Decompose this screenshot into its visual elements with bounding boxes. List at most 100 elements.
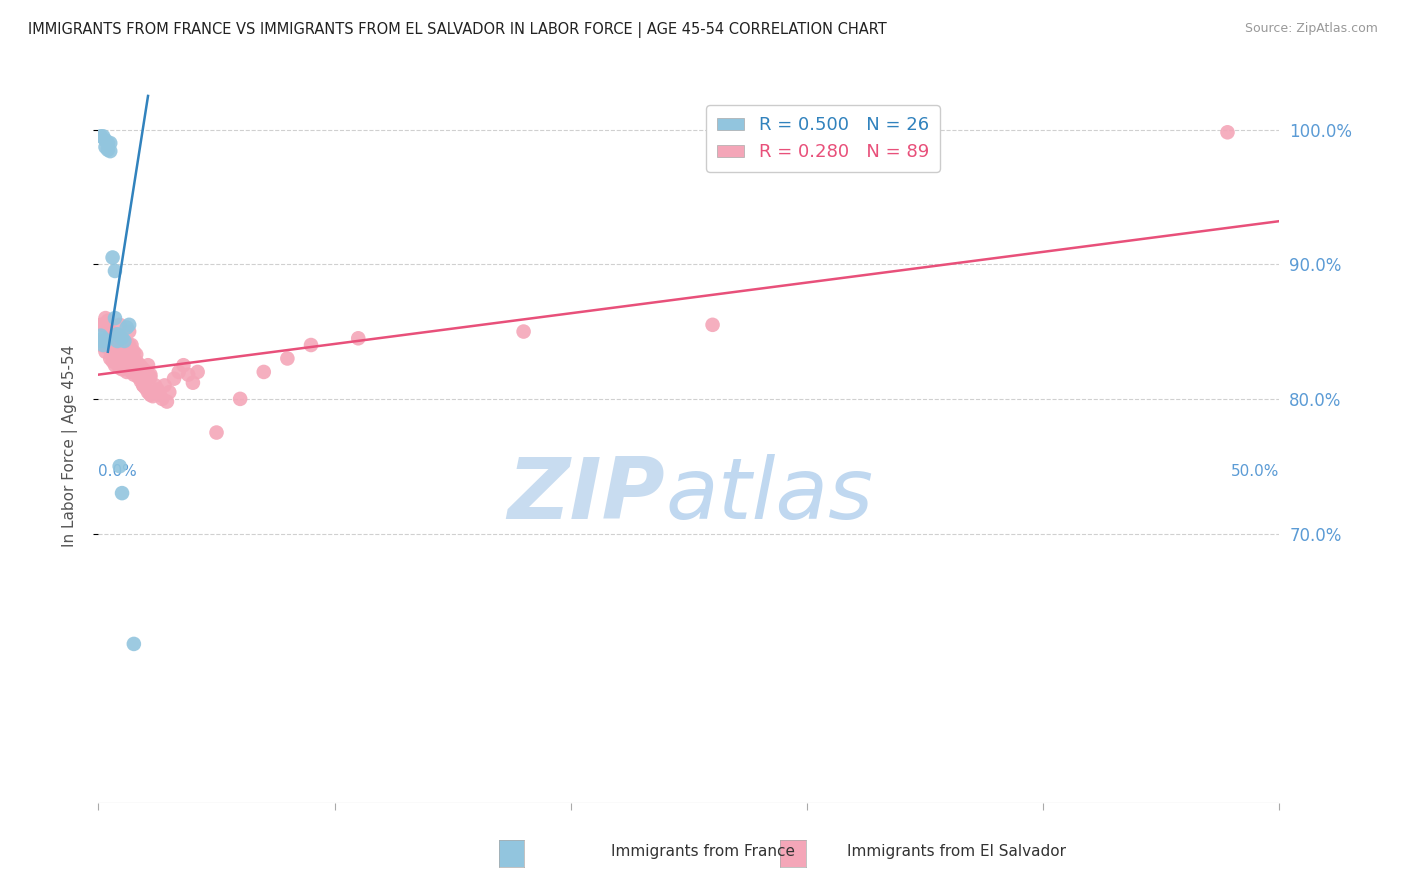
Point [125,354,148,368]
Point [139,388,162,402]
Point [135,365,157,379]
Point [115,341,138,355]
Point [91,129,114,144]
Point [108,328,131,343]
Point [181,376,204,390]
Point [122,344,145,359]
Point [135,381,157,395]
Point [104,338,127,352]
Point [115,365,138,379]
Point [104,358,127,372]
Point [132,378,155,392]
Point [94,338,117,352]
Point [111,362,134,376]
Text: IMMIGRANTS FROM FRANCE VS IMMIGRANTS FROM EL SALVADOR IN LABOR FORCE | AGE 45-54: IMMIGRANTS FROM FRANCE VS IMMIGRANTS FRO… [28,22,887,38]
Point [156,394,179,409]
Point [98,325,121,339]
Point [112,344,135,359]
Point [143,378,166,392]
Point [121,338,143,352]
Point [146,383,169,397]
Point [139,370,162,384]
Point [299,338,322,352]
Point [105,327,128,342]
Point [90,129,112,144]
Point [136,358,159,372]
Point [91,334,114,348]
Point [128,370,150,384]
Point [136,385,159,400]
Point [90,334,112,348]
Point [104,264,127,278]
Point [187,365,209,379]
Point [115,349,138,363]
Point [347,331,370,345]
Point [101,354,124,368]
Point [90,328,112,343]
Point [91,338,114,352]
Point [112,334,135,348]
Point [94,344,117,359]
Text: Source: ZipAtlas.com: Source: ZipAtlas.com [1244,22,1378,36]
Point [142,389,165,403]
Point [118,325,141,339]
Point [512,325,534,339]
Point [128,357,150,371]
Point [122,637,145,651]
Point [118,318,141,332]
Point [108,459,131,474]
Point [229,392,252,406]
Point [139,368,162,382]
Point [153,378,176,392]
Point [91,318,114,332]
Point [101,331,124,345]
Point [94,133,117,147]
Text: Immigrants from France: Immigrants from France [612,845,794,859]
Point [101,344,124,359]
Point [105,357,128,371]
Point [112,358,135,372]
Point [97,341,120,355]
Point [118,360,141,375]
Point [115,320,138,334]
Point [91,331,114,345]
Point [90,338,112,352]
Point [121,365,143,379]
Point [98,325,121,339]
Y-axis label: In Labor Force | Age 45-54: In Labor Force | Age 45-54 [62,345,77,547]
Point [163,372,186,386]
Point [121,351,143,366]
Legend: R = 0.500   N = 26, R = 0.280   N = 89: R = 0.500 N = 26, R = 0.280 N = 89 [706,105,939,172]
Point [111,331,134,345]
Text: Immigrants from El Salvador: Immigrants from El Salvador [846,845,1066,859]
Point [129,375,152,389]
Text: atlas: atlas [665,454,873,538]
Point [94,311,117,326]
Text: ZIP: ZIP [508,454,665,538]
Point [136,368,159,382]
Point [132,362,155,376]
Point [112,338,135,352]
Point [132,378,155,392]
Point [150,392,173,406]
Point [276,351,298,366]
Point [125,347,148,361]
Point [105,341,128,355]
Point [98,338,121,352]
Point [129,372,152,386]
Point [111,342,134,356]
Point [702,318,724,332]
Point [94,334,117,348]
Point [205,425,228,440]
Point [98,136,121,150]
Point [104,347,127,361]
Text: 0.0%: 0.0% [98,464,138,479]
Point [108,318,131,332]
Point [129,359,152,374]
Point [125,365,148,379]
Point [90,318,112,332]
Point [97,143,120,157]
Point [98,351,121,366]
Point [97,136,120,150]
Point [177,368,200,382]
